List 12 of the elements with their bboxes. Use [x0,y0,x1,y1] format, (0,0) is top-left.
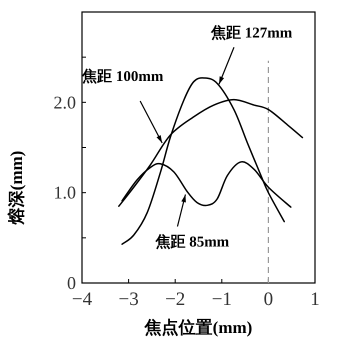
annotation: 焦距 100mm [81,68,164,85]
y-tick-label: 2.0 [54,92,76,112]
y-tick-label: 1.0 [54,182,76,203]
annotation: 焦距 127mm [210,24,293,42]
x-tick-label: 0 [264,289,274,310]
x-tick-label: −3 [118,289,139,310]
annotation: 焦距 85mm [154,233,230,250]
x-tick-label: 1 [310,289,320,310]
x-axis-title: 焦点位置(mm) [144,318,252,337]
x-tick-label: −2 [165,289,186,310]
x-tick-label: −1 [212,289,232,310]
y-axis-title: 熔深(mm) [7,150,26,226]
